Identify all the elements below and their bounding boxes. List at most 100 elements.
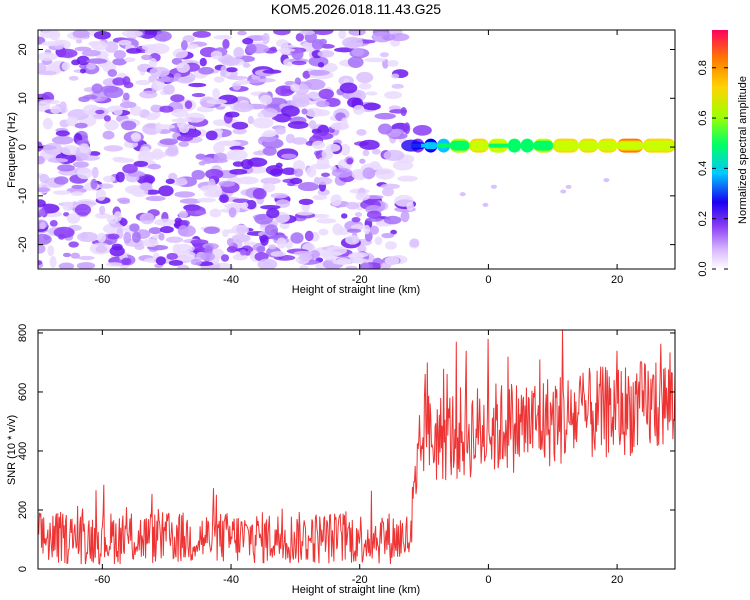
spectrogram-noise-cell: [129, 223, 140, 232]
spectrogram-noise-cell: [49, 256, 57, 268]
snr-x-label: Height of straight line (km): [292, 584, 420, 596]
spectrogram-noise-cell: [306, 166, 317, 178]
spectrogram-noise-cell: [331, 167, 353, 178]
spectrogram-noise-cell: [359, 158, 366, 164]
spectrogram-noise-cell: [262, 69, 282, 74]
spectrogram-noise-cell: [225, 67, 238, 73]
spectrogram-signal-cell: [469, 143, 489, 148]
spectrogram-noise-cell: [212, 88, 221, 100]
colorbar-axis: 0.0 0.2 0.4 0.6 0.8: [697, 60, 728, 277]
spectrogram-noise-cell: [53, 226, 75, 239]
spectrogram-image: [38, 30, 675, 269]
spectrogram-noise-cell: [81, 49, 101, 57]
spectrogram-noise-cell: [247, 115, 254, 125]
spectrogram-noise-cell: [188, 82, 207, 88]
spectrogram-noise-cell: [174, 73, 182, 79]
spectrogram-noise-cell: [242, 62, 251, 68]
spectrogram-noise-cell: [387, 59, 399, 67]
spectrogram-noise-cell: [50, 105, 61, 114]
spectrogram-noise-cell: [105, 262, 123, 267]
spectrogram-noise-cell: [38, 141, 43, 152]
spectrogram-noise-cell: [139, 182, 153, 191]
spectrogram-noise-cell: [291, 60, 307, 66]
spectrogram-signal-cell: [597, 143, 618, 148]
spectrogram-noise-cell: [315, 100, 330, 108]
spectrogram-noise-cell: [171, 108, 189, 118]
spectrogram-noise-cell: [47, 158, 69, 163]
spectrogram-noise-cell: [232, 254, 248, 261]
spectrogram-x-label: Height of straight line (km): [292, 284, 420, 296]
spectrogram-noise-cell: [304, 230, 314, 242]
x-tick-label: -20: [352, 574, 368, 586]
spectrogram-noise-cell: [176, 177, 187, 185]
spectrogram-noise-cell: [366, 210, 382, 219]
spectrogram-noise-cell: [384, 91, 403, 99]
spectrogram-noise-cell: [49, 30, 61, 41]
spectrogram-noise-cell: [245, 43, 257, 55]
x-tick-label: -20: [352, 274, 368, 286]
spectrogram-noise-cell: [362, 167, 376, 180]
spectrogram-noise-cell: [119, 101, 137, 109]
spectrogram-noise-cell: [389, 33, 410, 42]
y-tick-label: 400: [17, 442, 29, 460]
spectrogram-noise-cell: [312, 132, 334, 140]
spectrogram-noise-cell: [490, 184, 497, 189]
spectrogram-noise-cell: [51, 135, 74, 145]
spectrogram-noise-cell: [266, 208, 280, 219]
spectrogram-noise-cell: [139, 90, 158, 99]
spectrogram-noise-cell: [165, 236, 184, 243]
spectrogram-noise-cell: [297, 182, 320, 192]
spectrogram-noise-cell: [243, 241, 256, 246]
spectrogram-noise-cell: [256, 245, 266, 253]
spectrogram-noise-cell: [191, 92, 206, 98]
spectrogram-noise-cell: [345, 265, 358, 269]
spectrogram-noise-cell: [312, 194, 328, 201]
spectrogram-noise-cell: [123, 231, 132, 244]
spectrogram-noise-cell: [285, 133, 295, 144]
spectrogram-noise-cell: [112, 58, 127, 66]
spectrogram-noise-cell: [47, 245, 55, 257]
spectrogram-panel: -60 -40 -20 0 20 -20 -10 0 10 20 Height of strai…: [6, 29, 676, 296]
spectrogram-noise-cell: [338, 30, 347, 40]
x-tick-label: -60: [94, 574, 110, 586]
spectrogram-noise-cell: [176, 264, 190, 269]
spectrogram-noise-cell: [231, 233, 251, 243]
spectrogram-noise-cell: [177, 225, 189, 237]
spectrogram-noise-cell: [226, 149, 248, 161]
x-tick-label: 0: [485, 574, 491, 586]
spectrogram-noise-cell: [153, 30, 172, 42]
spectrogram-noise-cell: [222, 38, 230, 50]
spectrogram-noise-cell: [38, 62, 47, 74]
spectrogram-noise-cell: [178, 210, 189, 219]
spectrogram-signal-cell: [520, 143, 534, 148]
spectrogram-noise-cell: [316, 157, 330, 169]
spectrogram-noise-cell: [260, 205, 281, 210]
spectrogram-noise-cell: [299, 264, 309, 269]
spectrogram-noise-cell: [148, 58, 158, 69]
spectrogram-noise-cell: [59, 101, 67, 112]
x-tick-label: -40: [223, 274, 239, 286]
spectrogram-noise-cell: [190, 258, 203, 266]
spectrogram-noise-cell: [191, 169, 206, 180]
spectrogram-noise-cell: [184, 100, 193, 109]
y-tick-label: 20: [17, 43, 29, 55]
spectrogram-noise-cell: [371, 148, 381, 155]
spectrogram-noise-cell: [332, 223, 343, 236]
spectrogram-noise-cell: [77, 255, 95, 261]
spectrogram-noise-cell: [179, 198, 202, 204]
spectrogram-noise-cell: [358, 82, 372, 90]
spectrogram-noise-cell: [240, 158, 254, 170]
spectrogram-noise-cell: [170, 94, 185, 103]
spectrogram-noise-cell: [60, 145, 80, 156]
spectrogram-noise-cell: [103, 86, 124, 99]
spectrogram-noise-cell: [233, 102, 254, 113]
spectrogram-noise-cell: [383, 215, 402, 225]
spectrogram-noise-cell: [308, 120, 317, 129]
spectrogram-noise-cell: [142, 238, 159, 248]
spectrogram-noise-cell: [158, 185, 174, 197]
spectrogram-noise-cell: [374, 168, 395, 180]
spectrogram-noise-cell: [113, 211, 122, 222]
colorbar-tick-label: 0.6: [697, 110, 709, 125]
colorbar-tick-label: 0.4: [697, 161, 709, 176]
